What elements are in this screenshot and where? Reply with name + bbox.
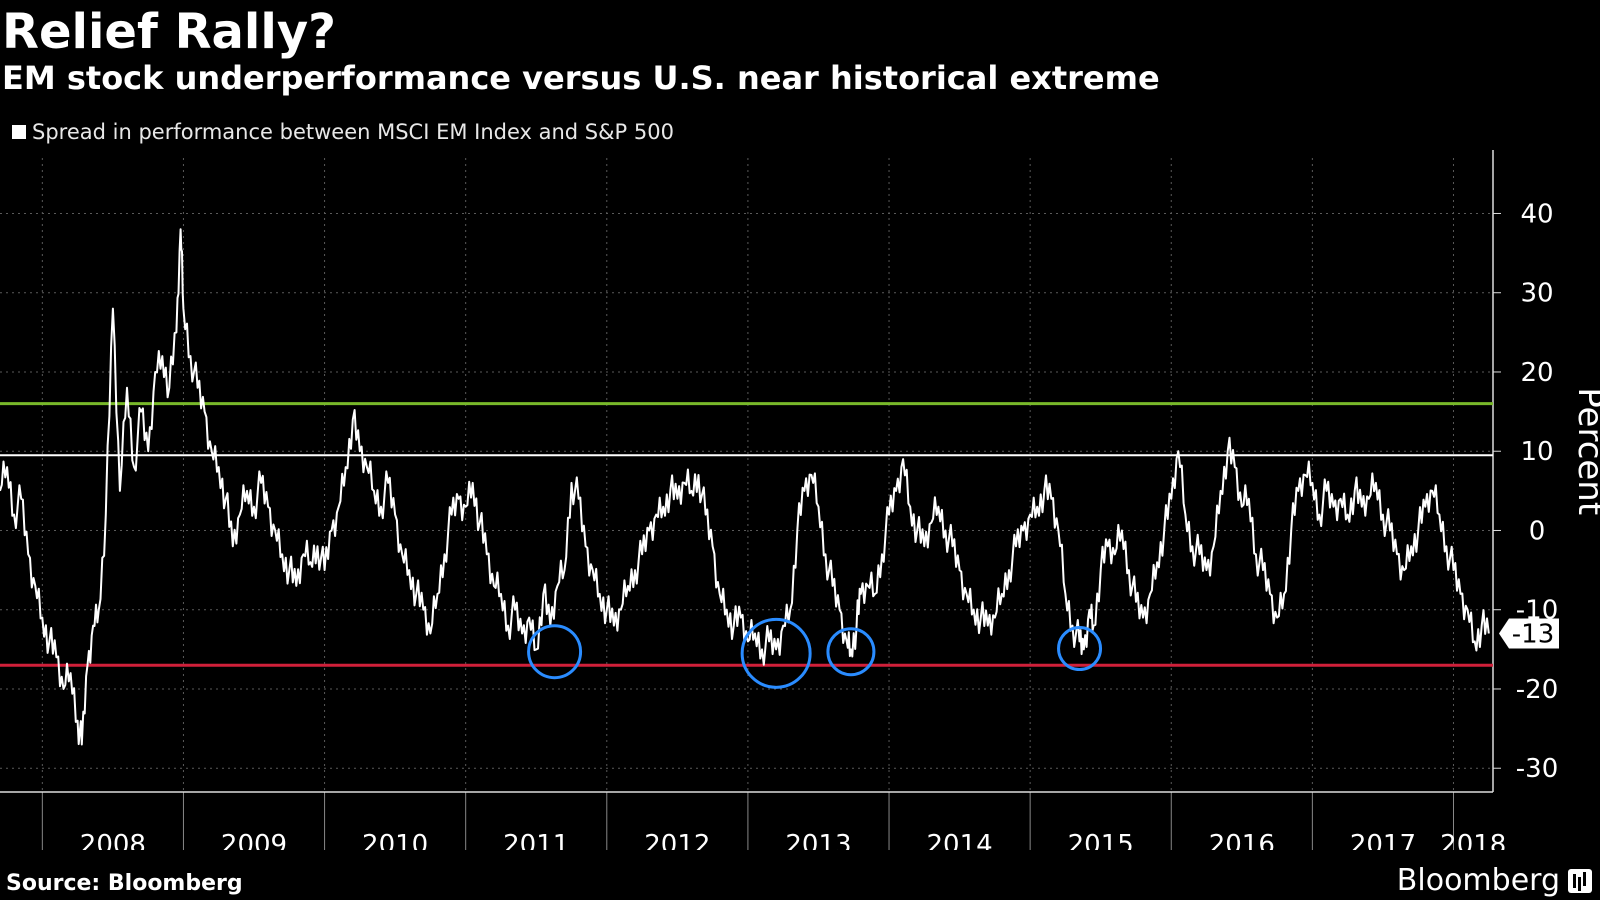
x-tick-label: 2015 — [1068, 830, 1134, 850]
x-tick-label: 2012 — [644, 830, 710, 850]
legend-swatch — [12, 125, 26, 139]
chart-title: Relief Rally? — [2, 4, 336, 60]
highlight-circle — [740, 617, 812, 689]
x-tick-label: 2017 — [1350, 830, 1416, 850]
y-axis-title: Percent — [1570, 387, 1600, 515]
last-value-callout: -13 — [1499, 618, 1559, 650]
y-tick-label: -20 — [1516, 675, 1558, 705]
y-tick-label: 20 — [1520, 358, 1553, 388]
y-tick-label: 30 — [1520, 279, 1553, 309]
x-tick-label: 2009 — [221, 830, 287, 850]
brand-name: Bloomberg — [1396, 863, 1560, 898]
x-tick-label: 2013 — [785, 830, 851, 850]
y-tick-label: 40 — [1520, 199, 1553, 229]
x-tick-label: 2011 — [503, 830, 569, 850]
x-tick-label: 2010 — [362, 830, 428, 850]
highlight-circle — [527, 624, 583, 680]
x-tick-label: 2016 — [1209, 830, 1275, 850]
x-tick-label: 2018 — [1440, 830, 1506, 850]
last-value-tag — [1499, 618, 1559, 649]
y-tick-label: 0 — [1529, 516, 1546, 546]
highlight-circle — [1057, 626, 1103, 672]
y-tick-label: 10 — [1520, 437, 1553, 467]
brand-logo: Bloomberg — [1397, 863, 1592, 898]
last-value-label: -13 — [1512, 620, 1554, 650]
highlight-circle — [826, 627, 876, 677]
source-note: Source: Bloomberg — [6, 871, 243, 896]
legend: Spread in performance between MSCI EM In… — [12, 120, 674, 144]
y-tick-label: -30 — [1516, 754, 1558, 784]
chart-subtitle: EM stock underperformance versus U.S. ne… — [2, 59, 1160, 97]
x-tick-label: 2008 — [80, 830, 146, 850]
bloomberg-terminal-icon — [1568, 868, 1592, 893]
x-tick-label: 2014 — [926, 830, 992, 850]
legend-label: Spread in performance between MSCI EM In… — [32, 120, 674, 144]
